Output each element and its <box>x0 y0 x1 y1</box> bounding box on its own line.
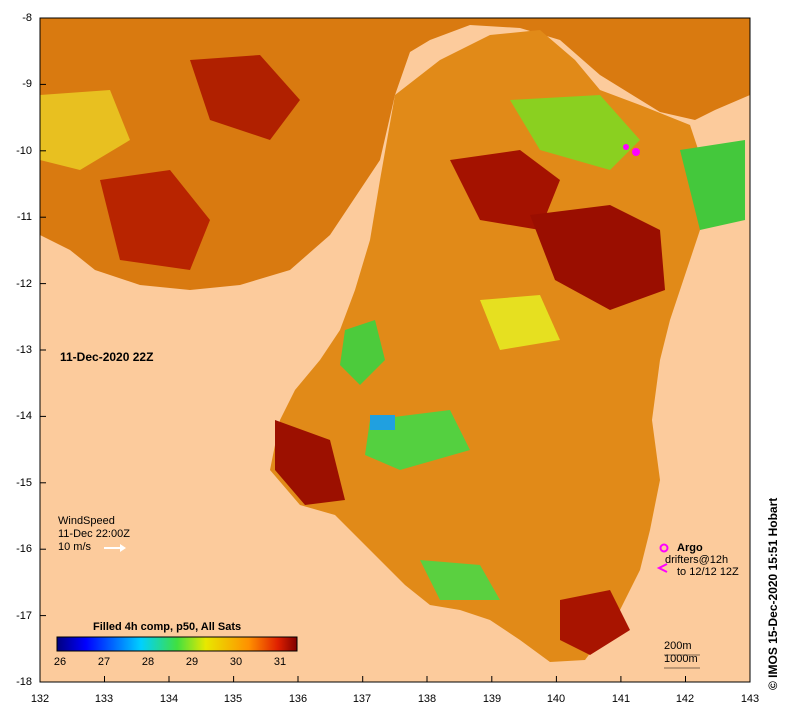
contour-1000-label: 1000m <box>664 653 698 665</box>
y-tick-label: -11 <box>16 211 32 223</box>
colorbar-tick-label: 29 <box>185 656 199 668</box>
argo-label: Argo <box>677 542 703 554</box>
colorbar-tick-label: 30 <box>229 656 243 668</box>
x-tick-label: 132 <box>30 693 50 705</box>
y-tick-label: -10 <box>16 145 32 157</box>
wind-legend: WindSpeed 11-Dec 22:00Z 10 m/s <box>58 515 130 554</box>
argo-marker[interactable] <box>632 148 640 156</box>
credit-label: © IMOS 15-Dec-2020 15:51 Hobart <box>766 497 780 690</box>
argo-legend-icon <box>659 543 669 553</box>
wind-title: WindSpeed <box>58 515 115 527</box>
sst-cool-patch <box>680 140 745 230</box>
wind-time: 11-Dec 22:00Z <box>58 528 130 540</box>
y-tick-label: -13 <box>16 344 32 356</box>
x-tick-label: 133 <box>94 693 114 705</box>
sst-warm-patch <box>100 170 210 270</box>
y-tick-label: -8 <box>22 12 32 24</box>
colorbar-tick-label: 27 <box>97 656 111 668</box>
sst-cool-patch <box>480 295 560 350</box>
y-tick-label: -12 <box>16 278 32 290</box>
sst-warm-patch <box>190 55 300 140</box>
sst-cool-patch <box>340 320 385 385</box>
drifters-to-label: to 12/12 12Z <box>677 566 739 578</box>
y-tick-label: -15 <box>16 477 32 489</box>
axis-ticks <box>40 17 686 683</box>
x-tick-label: 141 <box>611 693 631 705</box>
contour-200-label: 200m <box>664 640 692 652</box>
wind-scale-label: 10 m/s <box>58 541 92 553</box>
sst-warm-patch <box>275 420 345 505</box>
sst-cool-patch <box>40 90 130 170</box>
colorbar-title: Filled 4h comp, p50, All Sats <box>93 621 242 633</box>
x-tick-label: 137 <box>352 693 372 705</box>
y-tick-label: -17 <box>16 610 32 622</box>
colorbar <box>56 636 298 652</box>
sst-cool-patch <box>370 415 395 430</box>
sst-warm-patch <box>530 205 665 310</box>
argo-legend: Argo drifters@12h to 12/12 12Z <box>659 542 739 578</box>
colorbar-tick-label: 31 <box>273 656 287 668</box>
y-tick-label: -16 <box>16 543 32 555</box>
colorbar-tick-label: 26 <box>53 656 67 668</box>
colorbar-tick-label: 28 <box>141 656 155 668</box>
x-tick-label: 139 <box>482 693 502 705</box>
argo-marker[interactable] <box>623 144 629 150</box>
y-tick-label: -9 <box>22 78 32 90</box>
y-tick-label: -14 <box>16 410 32 422</box>
drifters-label: drifters@12h <box>665 554 729 566</box>
sst-warm-patch <box>450 150 560 230</box>
x-tick-label: 134 <box>159 693 179 705</box>
depth-contour-legend: 200m 1000m <box>664 640 698 666</box>
x-tick-label: 138 <box>417 693 437 705</box>
sst-cool-patch <box>510 95 640 170</box>
y-tick-label: -18 <box>16 676 32 688</box>
x-tick-label: 140 <box>546 693 566 705</box>
sea-gulf-of-carpentaria <box>270 30 705 662</box>
sst-cool-patch <box>420 560 500 600</box>
x-tick-label: 135 <box>223 693 243 705</box>
x-tick-label: 136 <box>288 693 308 705</box>
drifter-legend-icon <box>656 563 668 573</box>
sst-warm-patch <box>560 590 630 655</box>
x-tick-label: 142 <box>675 693 695 705</box>
x-tick-label: 143 <box>740 693 760 705</box>
date-label: 11-Dec-2020 22Z <box>60 350 154 364</box>
wind-scale-arrow <box>104 544 126 552</box>
